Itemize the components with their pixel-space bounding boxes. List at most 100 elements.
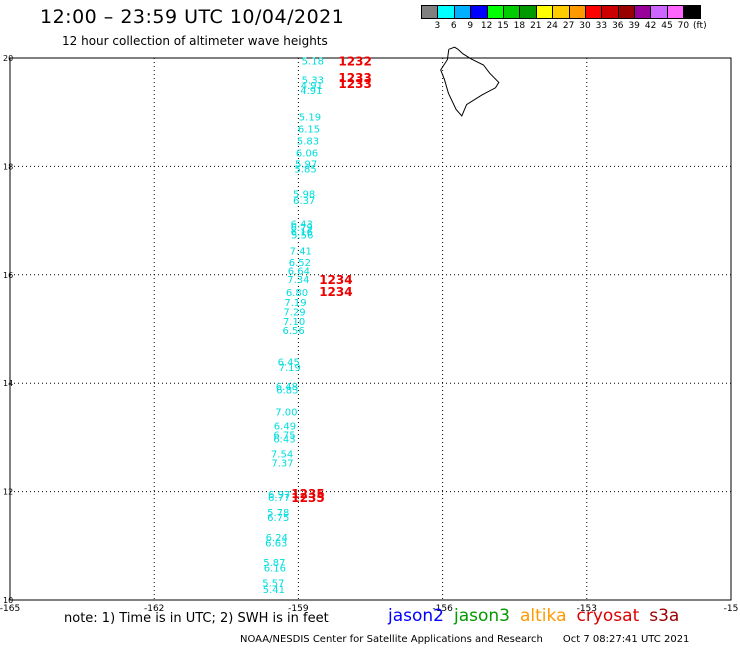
wave-height-label: 6.43 [273, 434, 295, 445]
legend-label: 6 [450, 21, 457, 31]
x-tick-label: -159 [288, 604, 309, 614]
y-tick-label: 14 [3, 379, 13, 388]
legend-label: 15 [497, 21, 509, 31]
wave-height-label: 7.41 [290, 246, 312, 257]
wave-height-label: 5.78 [267, 508, 289, 519]
legend-label: 12 [480, 21, 493, 31]
wave-height-label: 7.37 [271, 458, 293, 469]
pass-time-label: 1234 [319, 273, 352, 287]
wave-height-label: 5.18 [302, 57, 324, 68]
legend-label: 18 [513, 21, 526, 31]
wave-height-label: 6.24 [266, 533, 288, 544]
coastline-hawaii [440, 46, 500, 117]
wave-height-label: 5.97 [295, 160, 317, 171]
mission-name: s3a [649, 606, 680, 626]
wave-height-label: 7.29 [283, 308, 305, 319]
legend-label: 9 [467, 21, 474, 31]
wave-height-label: 6.43 [291, 219, 313, 230]
wave-height-label: 6.45 [278, 358, 300, 369]
wave-height-label: 7.54 [271, 450, 293, 461]
wave-height-label: 6.83 [276, 386, 298, 397]
wave-height-label: 6.49 [274, 421, 296, 432]
footer-credit: NOAA/NESDIS Center for Satellite Applica… [240, 634, 543, 645]
wave-height-label: 6.63 [265, 539, 287, 550]
wave-height-label: 7.00 [275, 407, 297, 418]
pass-time-label: 1235 [291, 487, 324, 501]
pass-time-label: 1233 [338, 71, 371, 85]
wave-height-label: 5.98 [293, 190, 315, 201]
wave-height-label: 5.87 [263, 558, 285, 569]
wave-height-color-legend: 3 6 9 12 15 18 21 24 27 30 33 36 39 42 45 70 (ft) [421, 5, 707, 31]
x-tick-label: -156 [432, 604, 453, 614]
legend-labels: 3 6 9 12 15 18 21 24 27 30 33 36 39 42 45 70 (ft) [422, 19, 707, 31]
legend-label: 24 [546, 21, 558, 31]
legend-label: 27 [562, 21, 575, 31]
wave-height-label: 6.64 [288, 266, 310, 277]
wave-height-label: 6.15 [298, 124, 320, 135]
legend-label: 33 [595, 21, 608, 31]
page-title: 12:00 – 23:59 UTC 10/04/2021 [40, 6, 345, 28]
footer: NOAA/NESDIS Center for Satellite Applica… [240, 634, 689, 645]
mission-name: jason2 [388, 606, 444, 626]
wave-height-label: 5.85 [294, 165, 316, 176]
units-note: note: 1) Time is in UTC; 2) SWH is in fe… [64, 611, 329, 626]
wave-height-label: 6.77 [268, 493, 290, 504]
mission-legend: jason2 jason3 altika cryosat s3a [388, 606, 689, 626]
footer-timestamp: Oct 7 08:27:41 UTC 2021 [562, 634, 690, 645]
mission-name: altika [520, 606, 567, 626]
x-tick-label: -153 [577, 604, 597, 614]
legend-swatches [421, 5, 701, 19]
legend-label: 70 [677, 21, 690, 31]
legend-label: 45 [661, 21, 673, 31]
mission-name: cryosat [576, 606, 640, 626]
wave-height-label: 6.52 [289, 258, 311, 269]
legend-label: 21 [530, 21, 542, 31]
wave-height-label: 6.79 [291, 223, 313, 234]
y-tick-label: 18 [3, 162, 13, 171]
legend-label: 30 [579, 21, 591, 31]
legend-label: 39 [628, 21, 640, 31]
wave-height-label: 6.48 [276, 382, 298, 393]
wave-height-label: 6.16 [264, 563, 286, 574]
y-tick-label: 10 [3, 596, 13, 605]
y-tick-label: 20 [3, 54, 13, 63]
wave-height-label: 6.56 [282, 326, 304, 337]
x-tick-label: -162 [144, 604, 164, 614]
pass-time-label: 1234 [319, 285, 352, 299]
wave-height-label: 6.97 [268, 490, 290, 501]
wave-height-label: 6.06 [296, 148, 318, 159]
wave-height-label: 7.19 [279, 363, 301, 374]
page-subtitle: 12 hour collection of altimeter wave hei… [62, 34, 328, 48]
wave-height-label: 6.75 [267, 513, 289, 524]
wave-height-label: 4.91 [301, 81, 323, 92]
pass-time-label: 1235 [291, 491, 324, 505]
legend-label: (ft) [693, 21, 707, 31]
pass-time-label: 1233 [338, 77, 371, 91]
legend-label: 3 [434, 21, 441, 31]
x-tick-label: -15 [724, 604, 739, 614]
map-frame [9, 57, 732, 601]
wave-height-label: 4.91 [300, 86, 322, 97]
wave-height-label: 6.75 [273, 431, 295, 442]
wave-height-label: 6.37 [293, 196, 315, 207]
wave-height-label: 7.34 [287, 275, 309, 286]
x-tick-label: -165 [0, 604, 20, 614]
wave-height-label: 6.16 [291, 227, 313, 238]
wave-height-label: 5.41 [263, 585, 285, 596]
wave-height-label: 7.19 [284, 298, 306, 309]
wave-height-label: 5.57 [262, 579, 284, 590]
wave-height-label: 5.56 [291, 231, 313, 242]
wave-height-label: 6.80 [286, 288, 308, 299]
wave-height-label: 7.10 [283, 317, 305, 328]
y-tick-label: 12 [3, 488, 13, 497]
wave-height-label: 5.19 [299, 113, 321, 124]
wave-height-label: 5.33 [302, 76, 324, 87]
wave-height-label: 5.83 [297, 136, 319, 147]
legend-label: 42 [644, 21, 657, 31]
mission-name: jason3 [454, 606, 510, 626]
legend-label: 36 [612, 21, 624, 31]
legend-swatch [683, 5, 701, 19]
pass-time-label: 1232 [338, 54, 371, 68]
